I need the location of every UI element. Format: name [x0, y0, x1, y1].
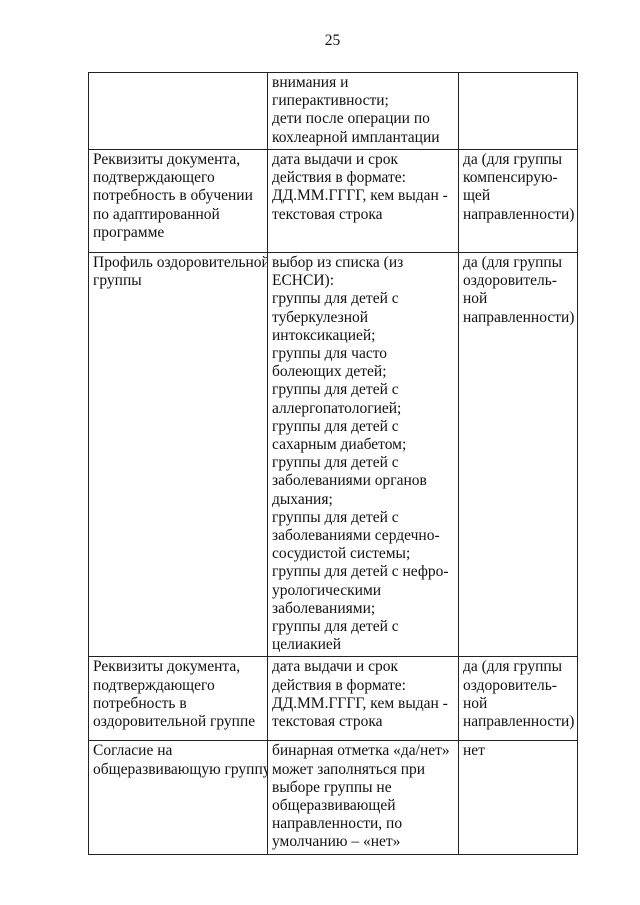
table-cell: внимания и гиперактивности; дети после о…: [267, 72, 459, 150]
table-cell: да (для группы компенсирую- щей направле…: [458, 149, 578, 253]
table-row: Реквизиты документа, подтверждающего пот…: [88, 149, 578, 253]
table-row: Согласие на общеразвивающую группу бинар…: [88, 740, 578, 855]
table-cell: да (для группы оздоровитель- ной направл…: [458, 656, 578, 742]
table-cell: [458, 72, 578, 150]
table-row: Реквизиты документа, подтверждающего пот…: [88, 656, 578, 742]
table-cell: Согласие на общеразвивающую группу: [88, 740, 268, 855]
attributes-table: внимания и гиперактивности; дети после о…: [88, 72, 578, 855]
table-row: Профиль оздоровительной группы выбор из …: [88, 251, 578, 658]
table-row: внимания и гиперактивности; дети после о…: [88, 72, 578, 150]
table-cell: Реквизиты документа, подтверждающего пот…: [88, 656, 268, 742]
table-cell: дата выдачи и срок действия в формате: Д…: [267, 149, 459, 253]
table-cell: да (для группы оздоровитель- ной направл…: [458, 251, 578, 658]
table-cell: [88, 72, 268, 150]
page-number: 25: [324, 32, 341, 49]
table-cell: выбор из списка (из ЕСНСИ): группы для д…: [267, 251, 459, 658]
table-cell: Реквизиты документа, подтверждающего пот…: [88, 149, 268, 253]
table-cell: нет: [458, 740, 578, 855]
table-cell: дата выдачи и срок действия в формате: Д…: [267, 656, 459, 742]
table-cell: Профиль оздоровительной группы: [88, 251, 268, 658]
table-cell: бинарная отметка «да/нет» может заполнят…: [267, 740, 459, 855]
